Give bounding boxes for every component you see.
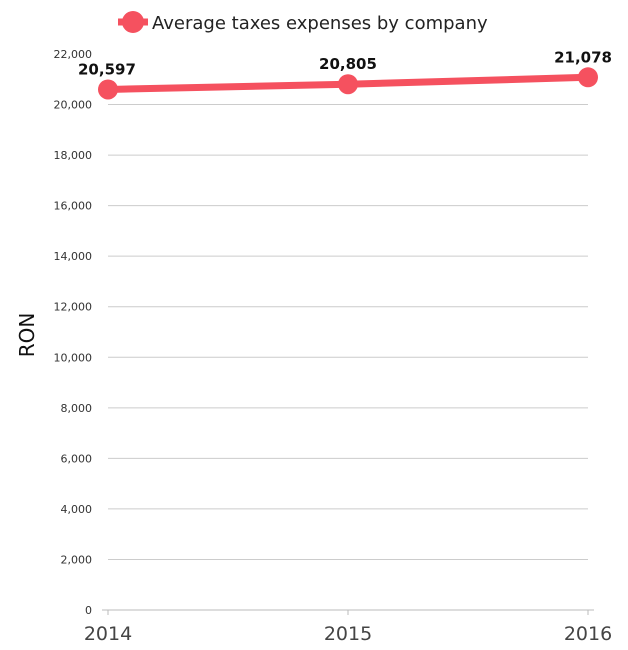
- y-axis-label: RON: [15, 313, 39, 358]
- x-tick-label: 2015: [324, 623, 372, 645]
- y-tick-label: 10,000: [54, 351, 93, 364]
- x-axis: 2014 2015 2016: [84, 610, 612, 645]
- data-label: 20,597: [78, 60, 136, 78]
- data-point[interactable]: [98, 79, 118, 99]
- y-tick-label: 0: [85, 604, 92, 617]
- data-point[interactable]: [578, 67, 598, 87]
- y-tick-label: 12,000: [54, 301, 93, 314]
- y-tick-label: 16,000: [54, 200, 93, 213]
- data-labels: 20,597 20,805 21,078: [78, 48, 612, 78]
- data-label: 21,078: [554, 48, 612, 66]
- y-tick-label: 4,000: [61, 503, 93, 516]
- data-point[interactable]: [338, 74, 358, 94]
- y-tick-label: 8,000: [61, 402, 93, 415]
- y-tick-label: 2,000: [61, 553, 93, 566]
- x-tick-label: 2014: [84, 623, 132, 645]
- y-tick-label: 18,000: [54, 149, 93, 162]
- y-tick-label: 20,000: [54, 99, 93, 112]
- legend-swatch-marker: [122, 11, 144, 33]
- y-tick-label: 6,000: [61, 452, 93, 465]
- x-tick-label: 2016: [564, 623, 612, 645]
- data-label: 20,805: [319, 55, 377, 73]
- legend[interactable]: Average taxes expenses by company: [118, 11, 488, 34]
- grid-lines: [108, 105, 588, 560]
- y-tick-labels: 0 2,000 4,000 6,000 8,000 10,000 12,000 14,000 1…: [54, 48, 93, 617]
- legend-entry: Average taxes expenses by company: [152, 13, 488, 34]
- y-tick-label: 14,000: [54, 250, 93, 263]
- y-tick-label: 22,000: [54, 48, 93, 61]
